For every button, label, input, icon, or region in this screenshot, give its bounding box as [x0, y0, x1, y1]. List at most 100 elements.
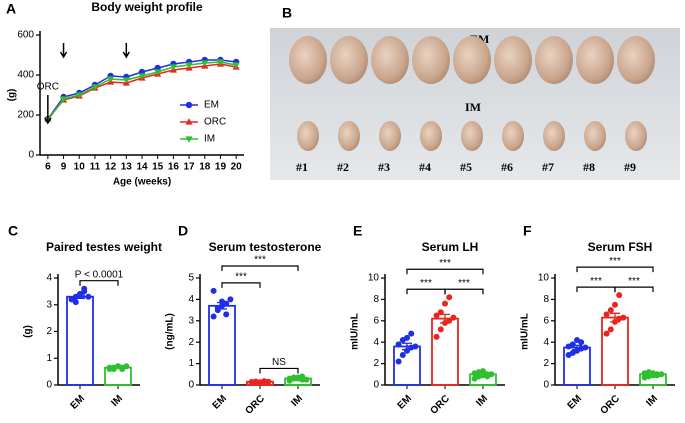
testis	[330, 36, 368, 84]
testis	[371, 36, 409, 84]
y-tick-label: 10	[538, 273, 550, 284]
data-point	[210, 313, 217, 320]
data-point	[433, 312, 440, 319]
y-tick-label: 600	[17, 30, 34, 41]
bracket	[221, 282, 261, 288]
bracket-label: ***	[254, 255, 266, 266]
data-point	[484, 373, 491, 380]
y-tick-label: 2	[543, 358, 549, 369]
data-point	[437, 309, 444, 316]
testis	[461, 121, 483, 151]
x-tick-label: 11	[90, 162, 101, 173]
marker	[185, 101, 193, 109]
testis	[617, 36, 655, 84]
chart-title: Serum FSH	[588, 240, 653, 254]
y-tick-label: 0	[28, 150, 34, 161]
x-tick-label: 14	[136, 162, 148, 173]
x-tick-label: IM	[474, 393, 490, 409]
testis	[297, 121, 319, 151]
sample-label: #2	[337, 160, 349, 174]
y-tick-label: 3	[46, 299, 52, 310]
data-point	[223, 311, 230, 318]
x-tick-label: EM	[396, 393, 414, 411]
data-point	[446, 294, 453, 301]
y-tick-label: 8	[373, 294, 379, 305]
x-tick-label: EM	[211, 393, 229, 411]
marker	[185, 62, 193, 69]
marker	[232, 62, 240, 69]
y-tick-label: 10	[368, 273, 380, 284]
data-point	[77, 291, 83, 298]
x-tick-label: EM	[566, 393, 584, 411]
bracket	[221, 265, 299, 271]
data-point	[261, 378, 268, 385]
bracket-label: ***	[609, 256, 621, 267]
x-tick-label: ORC	[598, 393, 622, 417]
bracket-label: NS	[272, 357, 286, 368]
annotation: ORC	[37, 82, 59, 93]
y-tick-label: 0	[188, 380, 194, 391]
y-tick-label: 400	[17, 70, 34, 81]
y-axis-label: mIU/mL	[350, 313, 361, 350]
bracket-label: ***	[439, 258, 451, 269]
testis	[625, 121, 647, 151]
bracket	[576, 266, 654, 273]
bracket-label: P < 0.0001	[75, 269, 124, 280]
testis	[543, 121, 565, 151]
testis	[420, 121, 442, 151]
data-point	[616, 292, 623, 299]
chart-title: Serum LH	[422, 240, 479, 254]
data-point	[227, 296, 234, 303]
testis	[412, 36, 450, 84]
y-tick-label: 2	[46, 326, 52, 337]
sample-label: #1	[296, 160, 308, 174]
bar	[601, 316, 629, 386]
panel-letter: B	[282, 5, 292, 21]
testis	[494, 36, 532, 84]
testis	[535, 36, 573, 84]
x-tick-label: 9	[61, 162, 67, 173]
panel-letter: C	[8, 223, 18, 239]
marker	[216, 59, 225, 66]
data-point	[81, 285, 88, 292]
testis	[289, 36, 327, 84]
x-axis-label: Age (weeks)	[113, 177, 171, 188]
legend-label: IM	[204, 134, 215, 145]
marker	[122, 77, 130, 84]
bracket-label: ***	[420, 278, 432, 289]
y-tick-label: 3	[188, 315, 194, 326]
marker	[169, 64, 177, 71]
data-point	[578, 339, 585, 346]
legend-label: EM	[204, 100, 219, 111]
chart-title: Serum testosterone	[209, 240, 322, 254]
sample-label: #3	[378, 160, 390, 174]
bracket	[406, 268, 484, 275]
panel-letter: E	[353, 223, 362, 239]
data-point	[214, 304, 221, 311]
x-tick-label: 17	[184, 162, 196, 173]
x-tick-label: IM	[289, 393, 305, 409]
bracket	[614, 286, 654, 293]
data-point	[620, 314, 627, 321]
data-point	[395, 341, 402, 348]
panel-letter: A	[6, 1, 16, 17]
marker	[185, 136, 193, 143]
panel-letter: F	[523, 223, 532, 239]
y-tick-label: 4	[543, 337, 549, 348]
marker	[154, 69, 162, 76]
bracket	[576, 286, 616, 293]
data-point	[433, 333, 440, 340]
y-tick-label: 0	[543, 380, 549, 391]
data-point	[219, 298, 225, 305]
y-tick-label: 1	[46, 353, 52, 364]
panel-letter: D	[178, 223, 188, 239]
bracket	[259, 367, 299, 374]
sample-label: #8	[583, 160, 595, 174]
testis	[584, 121, 606, 151]
data-point	[446, 317, 453, 324]
sample-label: #7	[542, 160, 554, 174]
marker	[91, 84, 99, 91]
y-tick-label: 200	[17, 110, 34, 121]
bracket-label: ***	[458, 278, 470, 289]
